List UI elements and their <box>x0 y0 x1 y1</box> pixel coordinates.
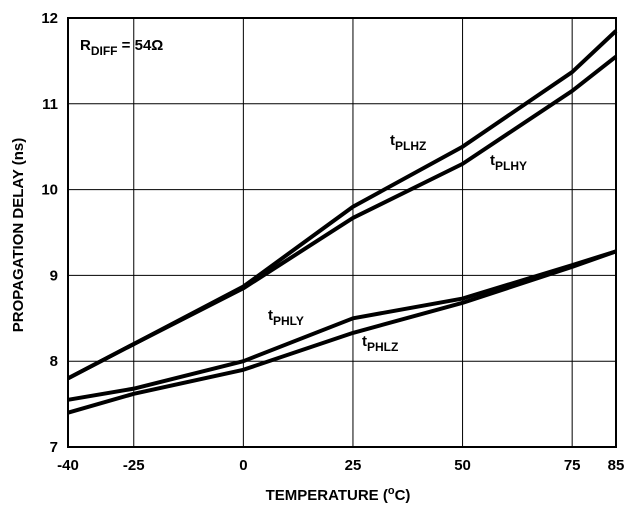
y-tick-label: 11 <box>42 96 58 113</box>
x-tick-label: -25 <box>123 457 145 474</box>
y-axis-title: PROPAGATION DELAY (ns) <box>10 138 27 332</box>
series-label-tphlz: tPHLZ <box>362 333 398 354</box>
series-line-tplhy <box>67 55 618 381</box>
x-tick-label: 0 <box>239 457 247 474</box>
series-line-tphly <box>67 249 617 402</box>
y-tick-label: 10 <box>41 182 58 199</box>
plot-frame <box>67 17 617 448</box>
series-line-tphlz <box>67 249 617 415</box>
series-layer <box>67 29 618 415</box>
condition-label: RDIFF = 54Ω <box>80 37 163 58</box>
x-tick-label: 50 <box>454 457 471 474</box>
y-tick-label: 8 <box>50 353 58 370</box>
series-label-tphly: tPHLY <box>268 307 304 328</box>
condition-label-tail: = 54Ω <box>118 37 164 54</box>
y-tick-label: 12 <box>41 10 58 27</box>
y-tick-label: 7 <box>50 439 58 456</box>
condition-label-sub: DIFF <box>91 44 118 58</box>
series-label-tplhz: tPLHZ <box>390 132 426 153</box>
x-tick-label: -40 <box>57 457 79 474</box>
x-tick-label: 25 <box>345 457 362 474</box>
x-tick-label: 75 <box>564 457 581 474</box>
x-tick-label: 85 <box>608 457 625 474</box>
condition-label-main: R <box>80 37 91 54</box>
y-tick-label: 9 <box>50 267 58 284</box>
x-axis-title: TEMPERATURE (oC) <box>266 485 411 504</box>
tick-layer: -40 -25 0 25 50 75 85 7 8 9 10 11 12 <box>41 10 624 474</box>
series-label-tplhy: tPLHY <box>490 152 527 173</box>
series-line-tplhz <box>67 29 618 381</box>
